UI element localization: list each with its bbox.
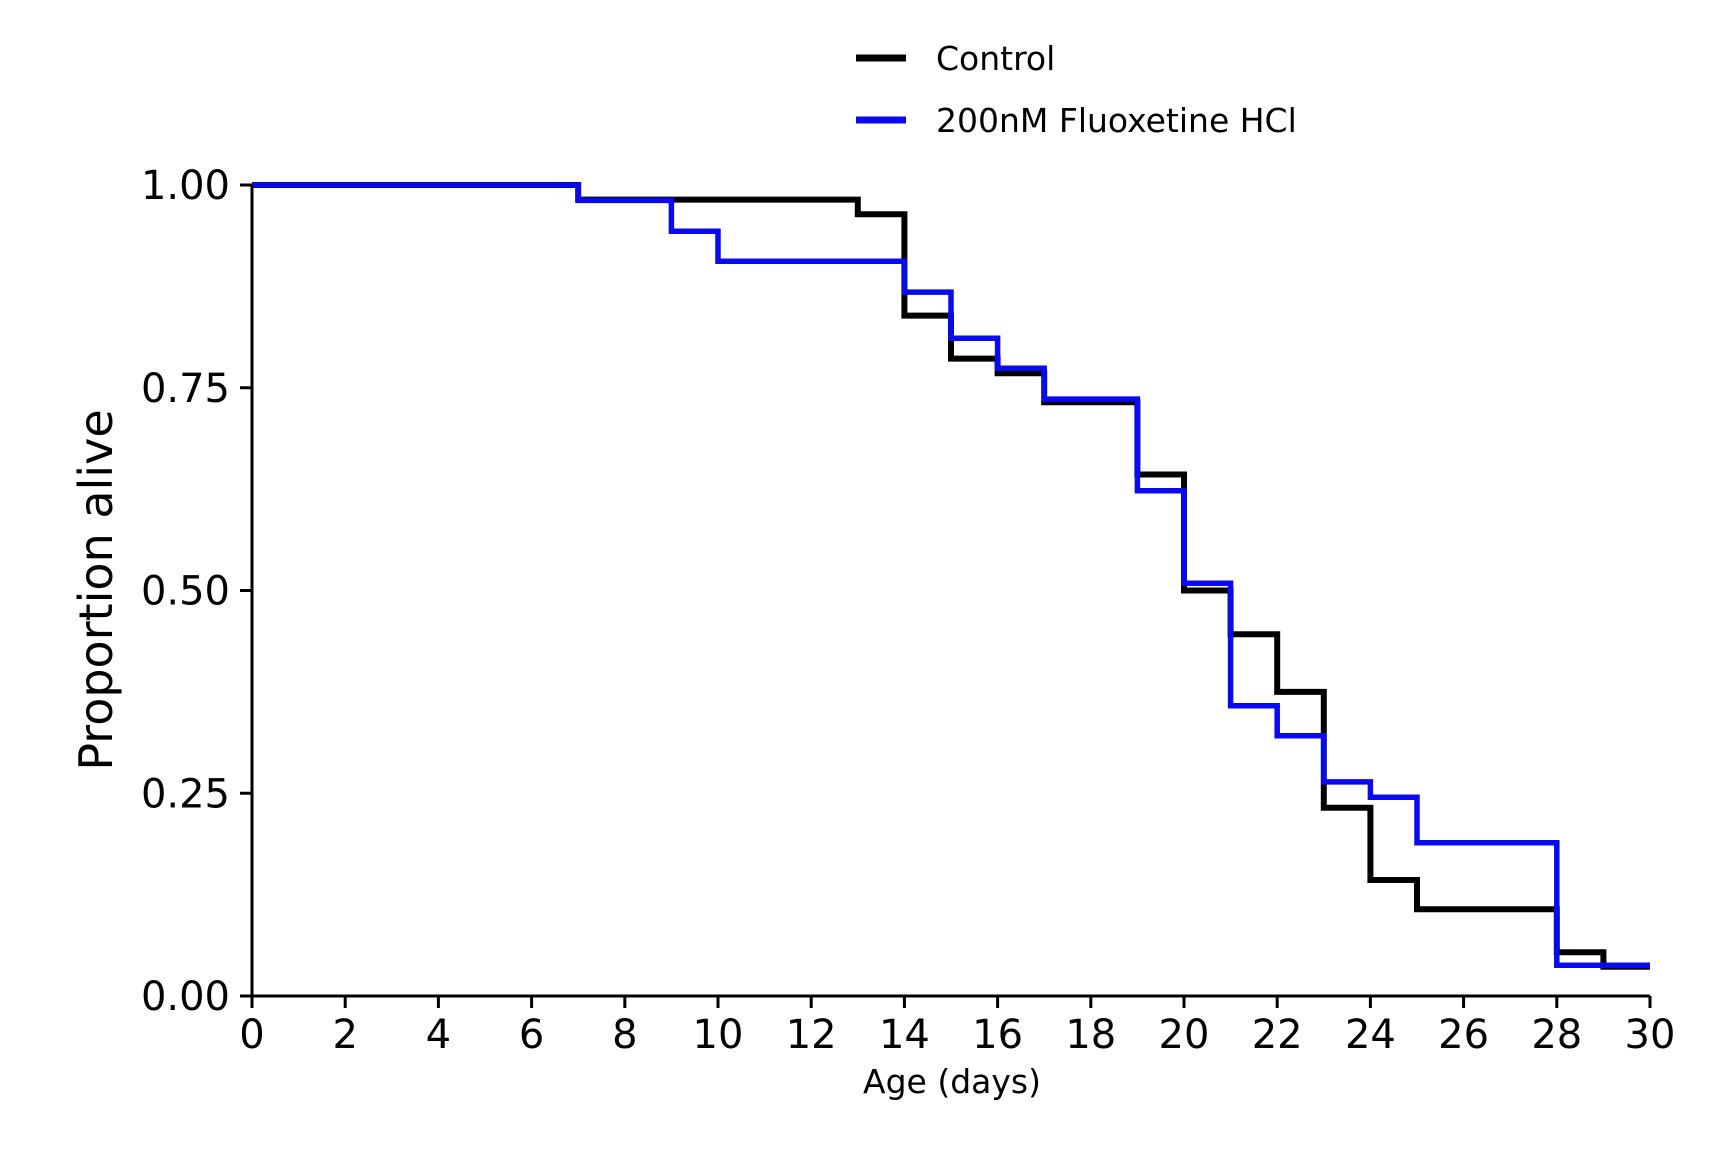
legend-label-fluoxetine: 200nM Fluoxetine HCl — [936, 101, 1297, 140]
x-tick-label: 6 — [519, 1012, 544, 1058]
series-line-fluoxetine — [252, 182, 1650, 968]
x-ticks: 0 2 4 6 8 10 12 14 16 18 20 22 24 26 28 30 — [239, 996, 1675, 1058]
legend: Control 200nM Fluoxetine HCl — [856, 39, 1297, 140]
x-tick-label: 12 — [786, 1012, 837, 1058]
legend-label-control: Control — [936, 39, 1055, 78]
x-tick-label: 20 — [1159, 1012, 1210, 1058]
x-tick-label: 8 — [612, 1012, 637, 1058]
x-tick-label: 10 — [693, 1012, 744, 1058]
x-tick-label: 24 — [1345, 1012, 1396, 1058]
y-tick-label: 0.50 — [141, 569, 230, 615]
x-axis-title: Age (days) — [863, 1062, 1041, 1101]
x-tick-label: 26 — [1438, 1012, 1489, 1058]
y-ticks: 0.00 0.25 0.50 0.75 1.00 — [141, 163, 252, 1020]
x-tick-label: 2 — [332, 1012, 357, 1058]
y-tick-label: 0.00 — [141, 974, 230, 1020]
x-tick-label: 22 — [1252, 1012, 1303, 1058]
y-tick-label: 0.25 — [141, 771, 230, 817]
x-tick-label: 16 — [972, 1012, 1023, 1058]
x-tick-label: 4 — [426, 1012, 451, 1058]
y-axis-title: Proportion alive — [69, 409, 123, 770]
axes: 0 2 4 6 8 10 12 14 16 18 20 22 24 26 28 30 0.000.250.50… — [141, 163, 1676, 1058]
y-tick-label: 1.00 — [141, 163, 230, 209]
x-tick-label: 28 — [1531, 1012, 1582, 1058]
x-tick-label: 14 — [879, 1012, 930, 1058]
x-tick-label: 30 — [1625, 1012, 1676, 1058]
plot-lines — [252, 182, 1650, 970]
x-tick-label: 18 — [1065, 1012, 1116, 1058]
x-tick-label: 0 — [239, 1012, 264, 1058]
y-tick-label: 0.75 — [141, 366, 230, 412]
